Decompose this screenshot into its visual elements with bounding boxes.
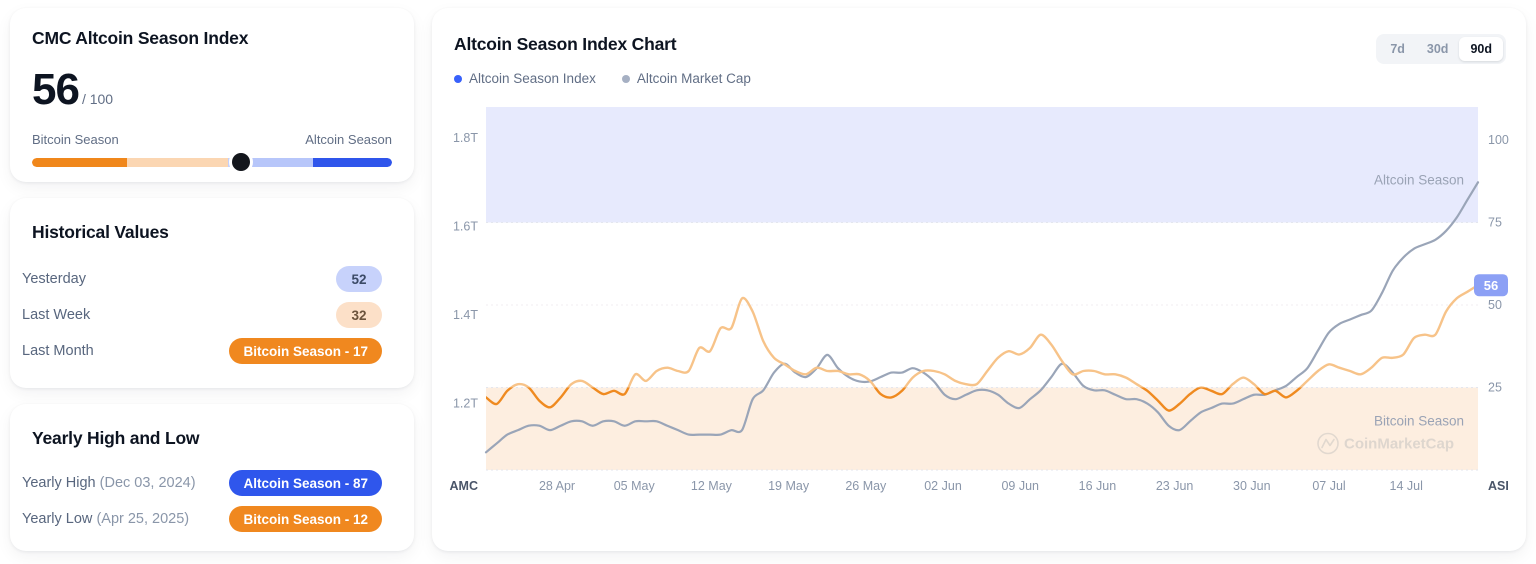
chart-svg: Altcoin Season Bitcoin Season CoinMarketCa…: [450, 107, 1509, 493]
legend-item-altcoin-season-index[interactable]: Altcoin Season Index: [454, 71, 596, 86]
svg-text:AMC: AMC: [450, 479, 478, 493]
svg-text:CoinMarketCap: CoinMarketCap: [1344, 436, 1454, 453]
svg-text:16 Jun: 16 Jun: [1079, 479, 1117, 493]
season-bar-labels: Bitcoin Season Altcoin Season: [32, 132, 392, 147]
range-button-90d[interactable]: 90d: [1459, 37, 1503, 61]
legend-dot-icon: [621, 74, 630, 83]
yearly-row-value: Bitcoin Season - 12: [229, 506, 382, 532]
chart-title: Altcoin Season Index Chart: [454, 34, 677, 54]
svg-text:25: 25: [1488, 381, 1502, 395]
yearly-row-label-text: Yearly High: [22, 475, 96, 491]
svg-text:1.4T: 1.4T: [453, 308, 478, 322]
yearly-row-date: (Dec 03, 2024): [99, 475, 196, 491]
bar-segment-altcoin-strong: [312, 158, 392, 167]
bar-segment-bitcoin-strong: [32, 158, 128, 167]
chart-plot-area[interactable]: Altcoin Season Bitcoin Season CoinMarketCa…: [432, 8, 1526, 551]
svg-text:28 Apr: 28 Apr: [539, 479, 575, 493]
range-button-7d[interactable]: 7d: [1379, 37, 1416, 61]
bar-segment-bitcoin-weak: [127, 158, 229, 167]
historical-row-yesterday: Yesterday 52: [22, 266, 382, 292]
yearly-row-label: Yearly Low (Apr 25, 2025): [22, 511, 189, 527]
legend-dot-icon: [454, 74, 462, 83]
svg-text:75: 75: [1488, 216, 1502, 230]
range-button-30d[interactable]: 30d: [1416, 37, 1460, 61]
svg-text:12 May: 12 May: [691, 479, 733, 493]
svg-text:ASI: ASI: [1488, 479, 1509, 493]
svg-text:07 Jul: 07 Jul: [1312, 479, 1345, 493]
bar-segment-altcoin-weak: [244, 158, 313, 167]
legend-item-altcoin-market-cap[interactable]: Altcoin Market Cap: [621, 71, 751, 86]
chart-legend: Altcoin Season Index Altcoin Market Cap: [454, 71, 751, 86]
historical-row-value: 52: [336, 266, 382, 292]
svg-text:50: 50: [1488, 298, 1502, 312]
historical-values-title: Historical Values: [32, 222, 169, 242]
bitcoin-season-label: Bitcoin Season: [32, 132, 119, 147]
yearly-row-date: (Apr 25, 2025): [96, 511, 190, 527]
yearly-row-label-text: Yearly Low: [22, 511, 93, 527]
svg-text:1.6T: 1.6T: [453, 220, 478, 234]
historical-row-label: Yesterday: [22, 271, 86, 287]
svg-text:23 Jun: 23 Jun: [1156, 479, 1194, 493]
svg-text:Bitcoin Season: Bitcoin Season: [1374, 414, 1464, 429]
altcoin-season-label: Altcoin Season: [305, 132, 392, 147]
historical-row-value: Bitcoin Season - 17: [229, 338, 382, 364]
svg-text:14 Jul: 14 Jul: [1390, 479, 1423, 493]
svg-text:1.8T: 1.8T: [453, 131, 478, 145]
index-score: 56 / 100: [32, 68, 113, 112]
historical-row-value: 32: [336, 302, 382, 328]
altcoin-season-index-chart-card: Altcoin Season Index Chart 7d 30d 90d Al…: [432, 8, 1526, 551]
index-score-max: / 100: [81, 91, 114, 107]
cmc-altcoin-season-index-card: CMC Altcoin Season Index 56 / 100 Bitcoi…: [10, 8, 414, 182]
svg-text:19 May: 19 May: [768, 479, 810, 493]
svg-text:56: 56: [1484, 278, 1498, 293]
season-bar-marker[interactable]: [232, 153, 250, 171]
historical-row-label: Last Week: [22, 307, 91, 323]
svg-text:30 Jun: 30 Jun: [1233, 479, 1271, 493]
yearly-row-value: Altcoin Season - 87: [229, 470, 382, 496]
yearly-row-low: Yearly Low (Apr 25, 2025) Bitcoin Season…: [22, 506, 382, 532]
svg-text:100: 100: [1488, 133, 1509, 147]
svg-text:02 Jun: 02 Jun: [924, 479, 962, 493]
historical-row-label: Last Month: [22, 343, 94, 359]
season-gradient-bar[interactable]: [32, 158, 392, 167]
svg-text:Altcoin Season: Altcoin Season: [1374, 173, 1464, 188]
svg-text:05 May: 05 May: [614, 479, 656, 493]
yearly-high-low-title: Yearly High and Low: [32, 428, 200, 448]
legend-label: Altcoin Market Cap: [636, 71, 751, 86]
index-card-title: CMC Altcoin Season Index: [32, 28, 249, 48]
svg-text:26 May: 26 May: [845, 479, 887, 493]
historical-row-last-month: Last Month Bitcoin Season - 17: [22, 338, 382, 364]
yearly-row-label: Yearly High (Dec 03, 2024): [22, 475, 196, 491]
historical-row-last-week: Last Week 32: [22, 302, 382, 328]
index-score-value: 56: [32, 65, 80, 114]
time-range-switch[interactable]: 7d 30d 90d: [1376, 34, 1506, 64]
yearly-row-high: Yearly High (Dec 03, 2024) Altcoin Seaso…: [22, 470, 382, 496]
legend-label: Altcoin Season Index: [469, 71, 596, 86]
svg-text:1.2T: 1.2T: [453, 397, 478, 411]
svg-text:09 Jun: 09 Jun: [1001, 479, 1039, 493]
